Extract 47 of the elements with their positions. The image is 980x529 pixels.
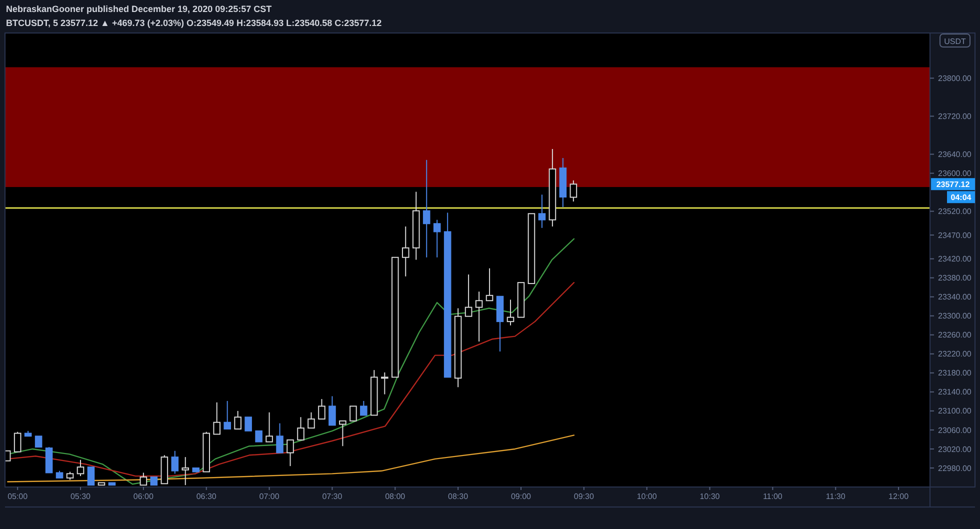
y-tick-label: 23100.00 <box>938 406 972 416</box>
y-tick-label: 22980.00 <box>938 464 972 473</box>
y-tick-label: 23140.00 <box>938 388 972 397</box>
x-tick-label: 06:00 <box>133 492 154 501</box>
candlestick <box>454 308 462 388</box>
y-tick-label: 23720.00 <box>938 112 972 121</box>
chart-title: NebraskanGooner published December 19, 2020 09:25:57 CST <box>6 4 272 14</box>
candlestick <box>422 159 430 258</box>
candlestick <box>412 191 420 260</box>
x-tick-label: 08:30 <box>448 492 469 501</box>
y-tick-label: 23180.00 <box>938 368 972 378</box>
x-tick-label: 09:30 <box>574 492 594 501</box>
x-tick-label: 11:00 <box>762 492 783 501</box>
x-tick-label: 07:30 <box>322 492 343 501</box>
x-tick-label: 09:00 <box>510 492 532 501</box>
x-tick-label: 07:00 <box>259 492 280 501</box>
y-tick-label: 23300.00 <box>938 312 972 321</box>
x-tick-label: 05:00 <box>8 492 28 501</box>
y-tick-label: 23520.00 <box>938 207 972 216</box>
y-tick-label: 23380.00 <box>938 274 972 283</box>
y-tick-label: 23600.00 <box>938 169 972 178</box>
y-tick-label: 23220.00 <box>938 350 972 359</box>
y-axis-title: USDT <box>944 36 966 46</box>
y-tick-label: 23470.00 <box>938 230 972 240</box>
y-tick-label: 23420.00 <box>938 254 972 264</box>
x-tick-label: 10:00 <box>636 492 658 501</box>
line-series <box>7 434 575 482</box>
candlestick <box>538 194 546 228</box>
x-tick-label: 05:30 <box>70 492 92 501</box>
text: 04:04 <box>950 192 972 202</box>
y-tick-label: 23640.00 <box>938 150 972 160</box>
x-tick-label: 10:30 <box>700 492 720 501</box>
x-tick-label: 08:00 <box>385 492 406 501</box>
x-tick-label: 12:00 <box>888 492 910 501</box>
y-tick-label: 23060.00 <box>938 426 972 435</box>
x-tick-label: 11:30 <box>826 492 846 501</box>
y-tick-label: 23800.00 <box>938 74 972 83</box>
candlestick <box>475 291 483 342</box>
y-tick-label: 23340.00 <box>938 292 972 302</box>
chart-subtitle: BTCUSDT, 5 23577.12 ▲ +469.73 (+2.03%) O:23549.49 H:23584.93 L:23540.58 C:23577.12 <box>6 18 382 28</box>
candlestick <box>506 299 514 326</box>
y-tick-label: 23020.00 <box>938 444 972 454</box>
candlestick <box>402 226 410 277</box>
text: 23577.12 <box>936 180 970 189</box>
y-tick-label: 23260.00 <box>938 330 972 340</box>
candlestick <box>559 158 567 208</box>
x-tick-label: 06:30 <box>196 492 217 501</box>
